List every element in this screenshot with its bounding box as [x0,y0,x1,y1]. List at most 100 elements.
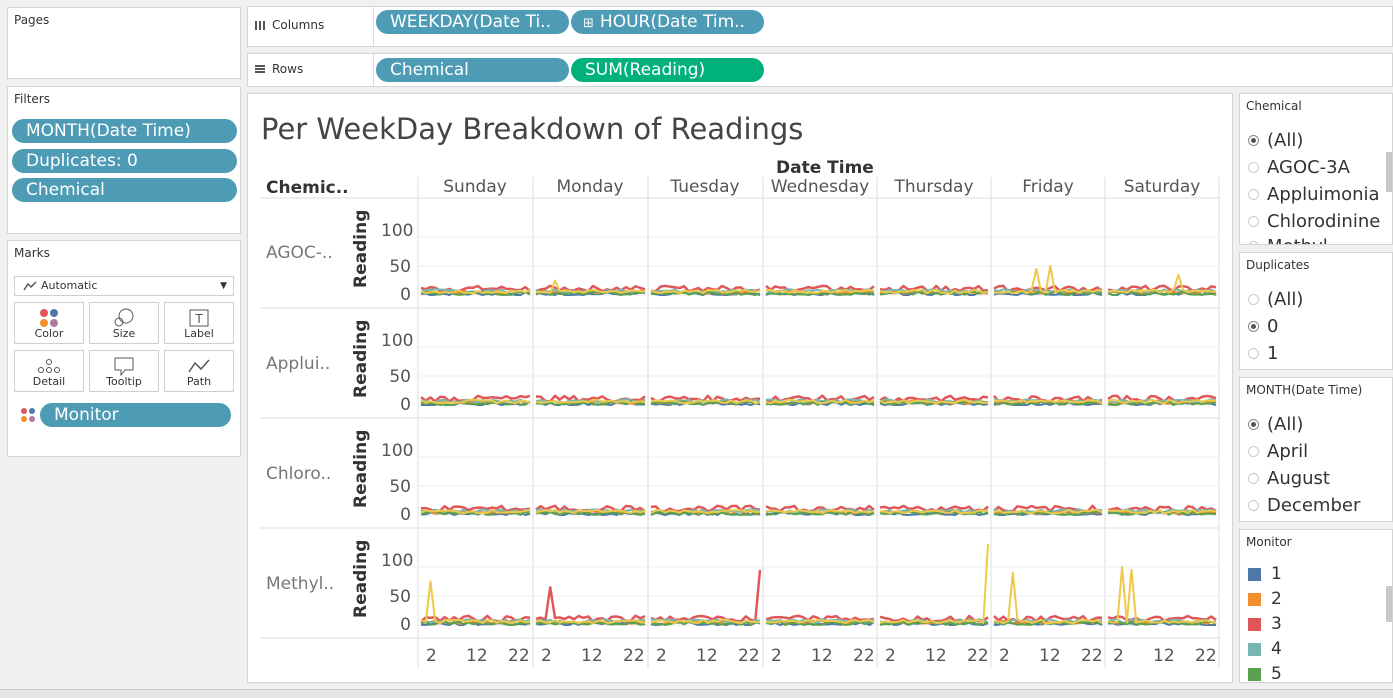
xtick-label: 12 [581,646,603,666]
line-mark-icon [23,281,37,291]
series-line-5 [535,290,646,296]
color-button[interactable]: Color [14,302,84,344]
legend-item-3[interactable]: 3 [1248,614,1282,634]
legend-item-4[interactable]: 4 [1248,639,1282,659]
xtick-label: 2 [999,646,1010,666]
legend-item-2[interactable]: 2 [1248,589,1282,609]
ytick-0-r3: 0 [400,505,411,525]
filter-pill-chemical[interactable]: Chemical [12,178,237,202]
legend-scrollbar[interactable] [1386,586,1392,622]
chemical-scrollbar[interactable] [1386,152,1392,192]
series-line-6 [879,543,989,625]
day-header-monday: Monday [556,177,624,197]
marks-card: Marks Automatic ▼ Color Size T Label Det… [7,240,241,457]
row-label-chlorodinine: Chloro.. [266,464,332,484]
viz-panel [247,93,1233,683]
marks-pill-monitor[interactable]: Monitor [40,403,231,427]
row-label-appluimonia: Appluі.. [266,354,331,374]
path-button[interactable]: Path [164,350,234,392]
filters-shelf[interactable]: Filters MONTH(Date Time) Duplicates: 0 C… [7,86,241,234]
day-header-sunday: Sunday [443,177,507,197]
columns-pill-hour[interactable]: ⊞ HOUR(Date Tim.. [571,10,764,34]
radio-icon [1248,473,1259,484]
series-line-4 [1107,288,1217,294]
legend-label: 4 [1271,639,1282,659]
columns-pill-weekday[interactable]: WEEKDAY(Date Ti.. [376,10,569,34]
rows-pill-chemical[interactable]: Chemical [376,58,569,82]
option-label: (All) [1267,289,1304,310]
series-line-4 [993,618,1103,624]
radio-icon [1248,500,1259,511]
size-button[interactable]: Size [89,302,159,344]
columns-shelf-label: Columns [254,18,324,32]
month-option-august[interactable]: August [1248,468,1330,489]
xtick-label: 2 [1113,646,1124,666]
filter-pill-month[interactable]: MONTH(Date Time) [12,119,237,143]
ytick-0-r1: 0 [400,285,411,305]
legend-item-1[interactable]: 1 [1248,564,1282,584]
columns-shelf[interactable]: Columns WEEKDAY(Date Ti.. ⊞ HOUR(Date Tim… [247,6,1393,47]
path-icon [188,359,210,373]
xtick-label: 12 [925,646,947,666]
series-line-6 [766,618,875,624]
chemical-option-all[interactable]: (All) [1248,130,1303,151]
series-line-6 [650,618,761,625]
chemical-option-methyl[interactable]: Methyl.. [1248,236,1339,244]
series-line-3 [535,284,646,293]
series-line-3 [993,284,1103,293]
tooltip-button[interactable]: Tooltip [89,350,159,392]
chevron-down-icon: ▼ [220,281,227,291]
path-label: Path [186,375,212,388]
sheet-tabs-bar[interactable] [0,689,1393,698]
rows-pill-sum-reading[interactable]: SUM(Reading) [571,58,764,82]
duplicates-option-0[interactable]: 0 [1248,316,1278,337]
month-option-april[interactable]: April [1248,441,1308,462]
series-line-6 [879,509,989,515]
month-option-december[interactable]: December [1248,495,1360,516]
series-line-3 [879,394,989,403]
series-line-6 [535,398,646,404]
legend-label: 5 [1271,664,1282,683]
legend-item-5[interactable]: 5 [1248,664,1282,683]
pages-shelf[interactable]: Pages [7,7,241,79]
ytick-50-r1: 50 [389,257,411,277]
option-label: (All) [1267,130,1304,151]
ytick-0-r2: 0 [400,395,411,415]
option-label: April [1267,441,1309,462]
legend-swatch [1248,667,1261,681]
series-line-6 [765,398,875,405]
chemical-option-agoc[interactable]: AGOC-3A [1248,157,1350,178]
detail-label: Detail [32,375,66,388]
month-option-all[interactable]: (All) [1248,414,1303,435]
chemical-filter-title: Chemical [1246,99,1302,113]
xtick-label: 22 [1081,646,1103,666]
filter-pill-duplicates[interactable]: Duplicates: 0 [12,149,237,173]
label-icon: T [189,309,209,327]
option-label: 1 [1267,343,1279,364]
rows-label: Rows [272,62,304,76]
series-line-3 [650,394,761,403]
day-header-wednesday: Wednesday [770,177,870,197]
chemical-option-appluimonia[interactable]: Appluimonia [1248,184,1380,205]
xtick-label: 2 [771,646,782,666]
series-line-6 [765,288,875,294]
rows-shelf[interactable]: Rows Chemical SUM(Reading) [247,53,1393,87]
row-header: Chemic.. [266,178,349,198]
series-line-6 [879,399,989,405]
day-header-friday: Friday [1022,177,1074,197]
duplicates-option-all[interactable]: (All) [1248,289,1303,310]
row-label-agoc: AGOC-.. [266,243,333,263]
xtick-label: 22 [967,646,989,666]
color-label: Color [34,327,64,340]
series-line-6 [650,509,761,515]
detail-button[interactable]: Detail [14,350,84,392]
xtick-label: 22 [738,646,760,666]
size-icon [114,308,134,327]
duplicates-option-1[interactable]: 1 [1248,343,1278,364]
mark-type-dropdown[interactable]: Automatic ▼ [14,276,234,296]
label-button[interactable]: T Label [164,302,234,344]
duplicates-filter-title: Duplicates [1246,258,1310,272]
chemical-option-chlorodinine[interactable]: Chlorodinine [1248,211,1380,232]
xtick-label: 12 [811,646,833,666]
